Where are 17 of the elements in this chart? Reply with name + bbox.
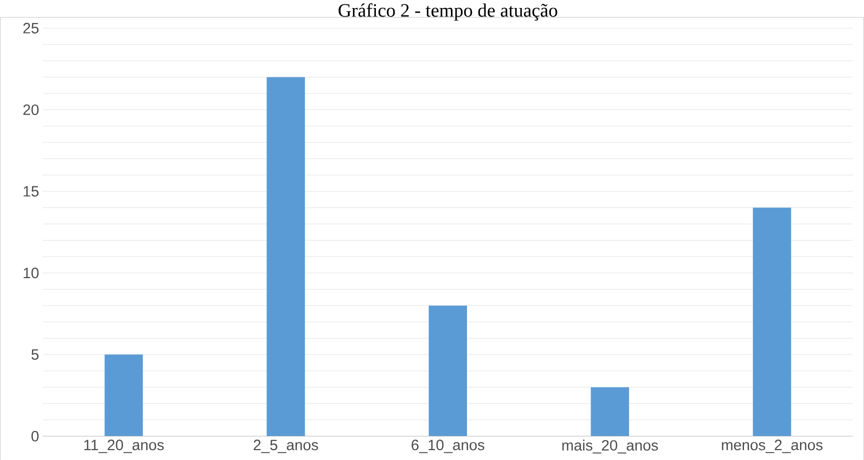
x-tick-label: 11_20_anos [84, 439, 164, 453]
y-tick-label: 0 [31, 430, 39, 442]
chart-title: Gráfico 2 - tempo de atuação [338, 3, 558, 20]
x-tick-label: 6_10_anos [412, 439, 484, 453]
y-tick-label: 10 [24, 267, 39, 278]
x-tick-label: menos_2_anos [722, 439, 822, 453]
bar [752, 207, 792, 436]
y-tick-label: 5 [31, 349, 39, 360]
bar [266, 76, 305, 436]
bar [428, 305, 467, 436]
x-tick-label: 2_5_anos [254, 439, 318, 453]
y-tick-label: 25 [23, 22, 39, 34]
bar [104, 354, 143, 436]
y-tick-label: 20 [23, 104, 39, 115]
y-tick-label: 15 [24, 186, 39, 196]
bar [590, 386, 630, 436]
x-tick-label: mais_20_anos [562, 439, 658, 454]
